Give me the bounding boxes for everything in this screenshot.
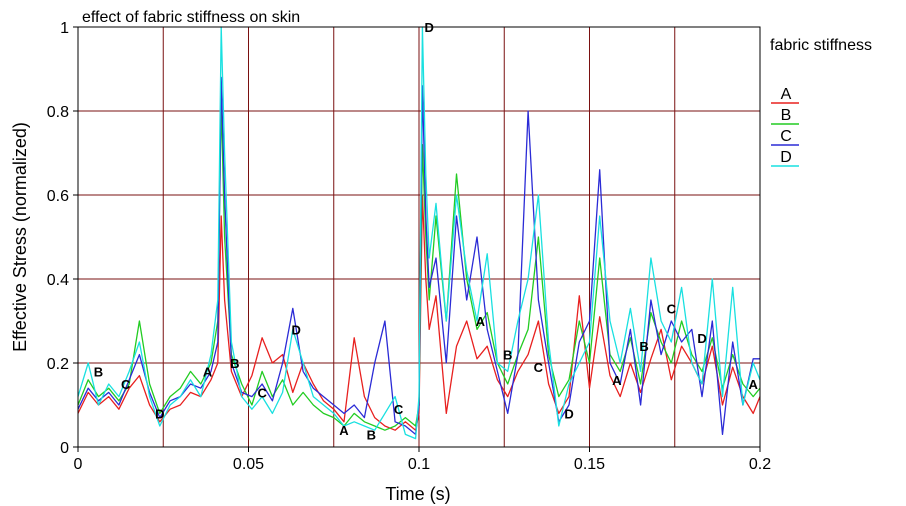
series-marker-b: B [94, 364, 103, 379]
y-axis-title: Effective Stress (normalized) [10, 122, 30, 352]
series-marker-c: C [534, 360, 544, 375]
series-marker-c: C [394, 402, 404, 417]
series-marker-c: C [121, 377, 131, 392]
series-line-c [77, 76, 760, 436]
series-marker-d: D [697, 331, 706, 346]
y-tick-label: 0 [60, 440, 69, 457]
series-line-d [77, 26, 761, 440]
x-tick-label: 0.05 [233, 456, 264, 473]
series-marker-b: B [639, 339, 648, 354]
series-marker-d: D [292, 322, 301, 337]
y-tick-label: 0.6 [47, 188, 69, 205]
series-marker-b: B [367, 427, 376, 442]
series-marker-a: A [612, 373, 622, 388]
series-marker-d: D [564, 406, 573, 421]
legend-title: fabric stiffness [770, 37, 872, 54]
series-marker-d: D [155, 406, 164, 421]
series-marker-a: A [476, 314, 486, 329]
series-marker-a: A [339, 423, 349, 438]
x-axis-title: Time (s) [385, 484, 450, 504]
y-tick-label: 1 [60, 20, 69, 37]
series-marker-c: C [257, 385, 267, 400]
legend-label-c: C [780, 128, 792, 145]
y-tick-label: 0.2 [47, 356, 69, 373]
series-lines [77, 26, 761, 440]
y-tick-label: 0.8 [47, 104, 69, 121]
series-marker-a: A [203, 364, 213, 379]
axis-ticks: 0 0.05 0.1 0.15 0.2 0 0.2 0.4 0.6 0.8 1 [47, 20, 771, 473]
grid-lines [78, 27, 760, 447]
legend-label-d: D [780, 149, 792, 166]
series-marker-b: B [503, 348, 512, 363]
x-tick-label: 0.1 [408, 456, 430, 473]
legend-label-a: A [781, 86, 792, 103]
series-marker-c: C [667, 301, 677, 316]
x-tick-label: 0.2 [749, 456, 771, 473]
series-marker-a: A [748, 377, 758, 392]
series-marker-b: B [230, 356, 239, 371]
legend-label-b: B [781, 107, 792, 124]
x-tick-label: 0 [74, 456, 83, 473]
y-tick-label: 0.4 [47, 272, 69, 289]
chart-title: effect of fabric stiffness on skin [82, 9, 300, 26]
x-tick-label: 0.15 [574, 456, 605, 473]
